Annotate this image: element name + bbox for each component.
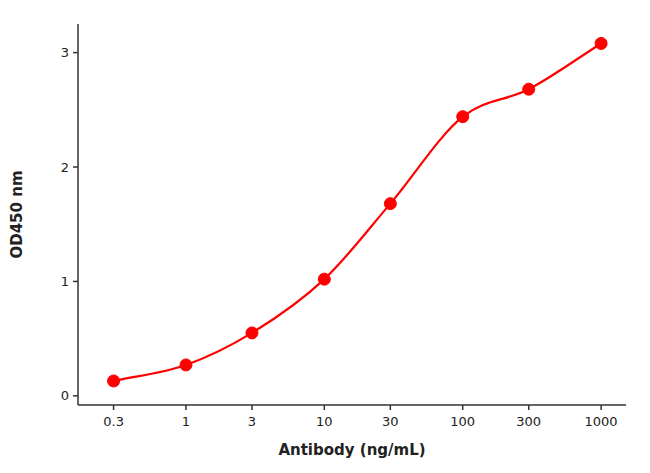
y-tick: [73, 166, 78, 168]
y-tick-label: 2: [61, 160, 69, 175]
x-tick-label: 30: [382, 414, 399, 429]
x-tick: [600, 405, 602, 410]
point: [180, 359, 192, 371]
x-tick: [113, 405, 115, 410]
chart: 0.3 1 3 10 30 100 300 1000 0 1 2 3 Antibody (ng/mL) O…: [0, 0, 650, 473]
x-tick-label: 0.3: [103, 414, 124, 429]
point: [108, 375, 120, 387]
point: [384, 198, 396, 210]
y-tick-label: 1: [61, 274, 69, 289]
y-tick-label: 0: [61, 388, 69, 403]
y-tick: [73, 281, 78, 283]
point: [595, 37, 607, 49]
axes: 0.3 1 3 10 30 100 300 1000 0 1 2 3: [61, 24, 626, 429]
x-axis-label: Antibody (ng/mL): [278, 441, 425, 459]
x-tick: [390, 405, 392, 410]
x-axis-line: [78, 404, 626, 406]
x-tick-label: 1000: [585, 414, 618, 429]
x-tick-label: 100: [450, 414, 475, 429]
y-tick: [73, 52, 78, 54]
x-tick: [251, 405, 253, 410]
x-tick-label: 10: [316, 414, 333, 429]
curve: [114, 43, 602, 381]
x-tick-label: 1: [182, 414, 190, 429]
point: [318, 273, 330, 285]
x-tick: [324, 405, 326, 410]
x-tick-label: 3: [248, 414, 256, 429]
y-tick: [73, 395, 78, 397]
y-tick-label: 3: [61, 45, 69, 60]
y-axis-line: [77, 24, 79, 405]
x-tick: [462, 405, 464, 410]
point: [246, 327, 258, 339]
point: [457, 111, 469, 123]
plot-area: [108, 37, 608, 387]
point: [523, 83, 535, 95]
y-axis-label: OD450 nm: [8, 170, 26, 258]
x-tick: [185, 405, 187, 410]
x-tick: [528, 405, 530, 410]
x-tick-label: 300: [516, 414, 541, 429]
